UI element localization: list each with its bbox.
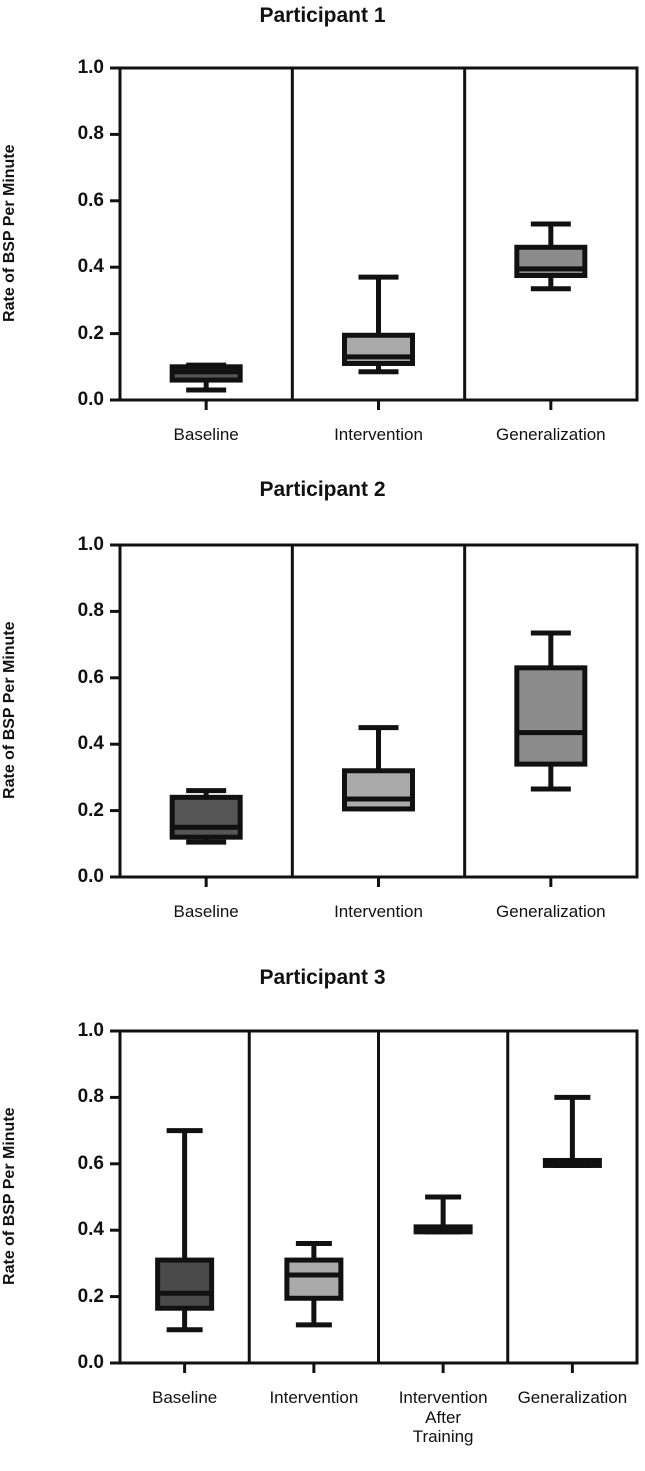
y-tick-label: 0.4 [77,733,104,755]
y-tick-label: 0.0 [77,389,104,410]
y-tick-label: 0.6 [77,189,104,211]
x-tick-label: Intervention [334,425,423,444]
y-axis-label: Rate of BSP Per Minute [0,144,18,322]
y-tick-label: 0.2 [77,1285,104,1307]
y-tick-label: 0.8 [77,123,104,145]
chart-title: Participant 3 [259,966,386,989]
y-tick-label: 0.2 [77,799,104,821]
x-tick-label: Generalization [496,902,606,921]
y-axis-label: Rate of BSP Per Minute [0,1107,18,1285]
x-tick-label: Baseline [173,425,239,444]
y-tick-label: 1.0 [77,1020,104,1041]
box [155,1257,215,1311]
y-tick-label: 0.2 [77,322,104,344]
chart-title: Participant 1 [259,4,386,27]
y-tick-label: 0.6 [77,666,104,688]
y-tick-label: 0.4 [77,1219,104,1241]
x-tick-label: Intervention After Training [398,1388,488,1447]
x-tick-label: Intervention [269,1388,359,1407]
y-tick-label: 0.6 [77,1152,104,1174]
y-tick-label: 0.0 [77,1352,104,1373]
y-tick-label: 1.0 [77,534,104,555]
x-tick-label: Baseline [152,1388,218,1407]
y-tick-label: 0.0 [77,866,104,887]
y-tick-label: 0.8 [77,1086,104,1108]
x-tick-label: Intervention [334,902,423,921]
y-tick-label: 1.0 [77,57,104,78]
y-tick-label: 0.4 [77,256,104,278]
x-tick-label: Baseline [173,902,239,921]
y-axis-label: Rate of BSP Per Minute [0,621,18,799]
box [169,794,243,840]
y-tick-label: 0.8 [77,600,104,622]
box [514,665,588,767]
chart-title: Participant 2 [259,478,386,501]
x-tick-label: Generalization [496,425,606,444]
x-tick-label: Generalization [517,1388,628,1407]
box [284,1257,344,1301]
box [342,768,415,812]
